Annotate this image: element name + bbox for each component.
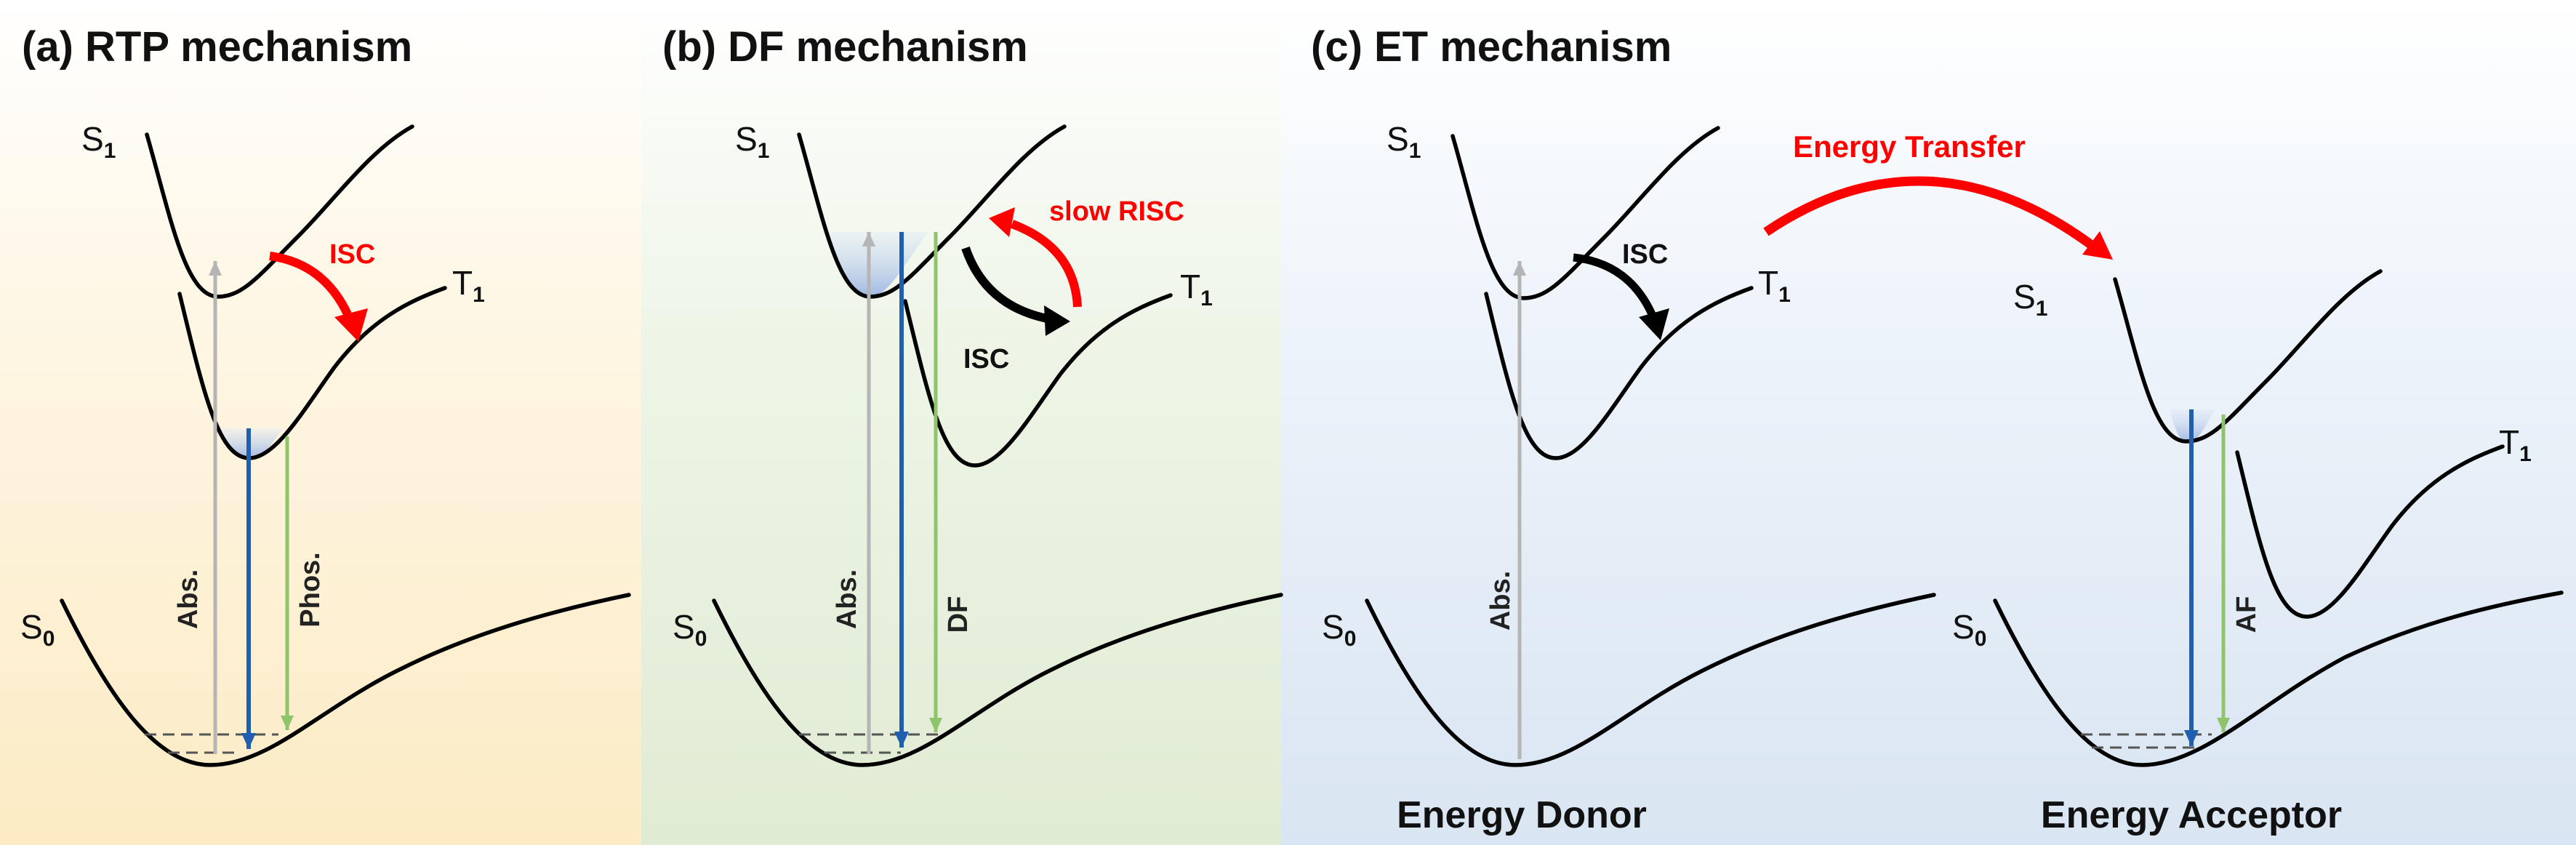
panel-c-title: (c) ET mechanism	[1311, 23, 1672, 71]
absorption-label: Abs.	[1485, 571, 1516, 630]
s1-label: S1	[81, 120, 116, 163]
panel-a-background	[0, 0, 641, 845]
s0-label: S0	[1322, 608, 1356, 651]
isc-label: ISC	[1622, 239, 1668, 270]
isc-label: ISC	[329, 239, 375, 270]
risc-arrow-head	[989, 207, 1015, 237]
isc-arrow-head	[334, 308, 368, 342]
isc-arrow-head	[1639, 308, 1669, 340]
panel-a: (a) RTP mechanism ISC S1 T1 S0 Abs. Phos…	[20, 23, 629, 765]
t1-label: T1	[2499, 423, 2532, 466]
panel-c-background	[1281, 0, 2576, 845]
panel-b-background	[641, 0, 1281, 845]
s0-label: S0	[1952, 608, 1986, 651]
s0-label: S0	[20, 608, 55, 651]
risc-arrow	[1010, 220, 1082, 308]
isc-arrow	[1573, 253, 1656, 316]
energy-acceptor-label: Energy Acceptor	[2041, 794, 2342, 836]
energy-donor-label: Energy Donor	[1397, 794, 1647, 836]
panel-b-title: (b) DF mechanism	[662, 23, 1028, 71]
energy-transfer-arrow	[1763, 176, 2095, 250]
energy-donor: ISC S1 T1 S0 Abs. Energy Donor	[1322, 120, 1934, 836]
phosphorescence-label: Phos.	[295, 552, 326, 627]
isc-label: ISC	[963, 344, 1009, 375]
s0-label: S0	[673, 608, 707, 651]
isc-arrow	[269, 252, 352, 316]
absorption-label: Abs.	[173, 569, 204, 629]
t1-label: T1	[1758, 264, 1791, 307]
s1-label: S1	[1387, 120, 1421, 163]
acceptor-fluorescence-label: AF	[2231, 596, 2262, 633]
t1-label: T1	[1180, 268, 1213, 311]
slow-risc-label: slow RISC	[1049, 196, 1184, 227]
t1-label: T1	[452, 264, 485, 307]
panel-c: (c) ET mechanism ISC S1 T1 S0 Abs. Energ…	[1311, 23, 2564, 836]
panel-a-title: (a) RTP mechanism	[22, 23, 412, 71]
isc-arrow-head	[1044, 305, 1070, 336]
energy-transfer-label: Energy Transfer	[1793, 129, 2026, 164]
energy-acceptor: S1 T1 S0 AF Energy Acceptor	[1952, 271, 2564, 836]
panel-b: (b) DF mechanism ISC slow RISC S1 T1 S0 …	[662, 23, 1281, 765]
energy-transfer-arrow-head	[2082, 231, 2113, 260]
s1-label: S1	[735, 120, 769, 163]
absorption-label: Abs.	[832, 569, 862, 629]
isc-arrow	[961, 247, 1048, 323]
s1-label: S1	[2013, 278, 2047, 321]
delayed-fluorescence-label: DF	[943, 596, 974, 633]
